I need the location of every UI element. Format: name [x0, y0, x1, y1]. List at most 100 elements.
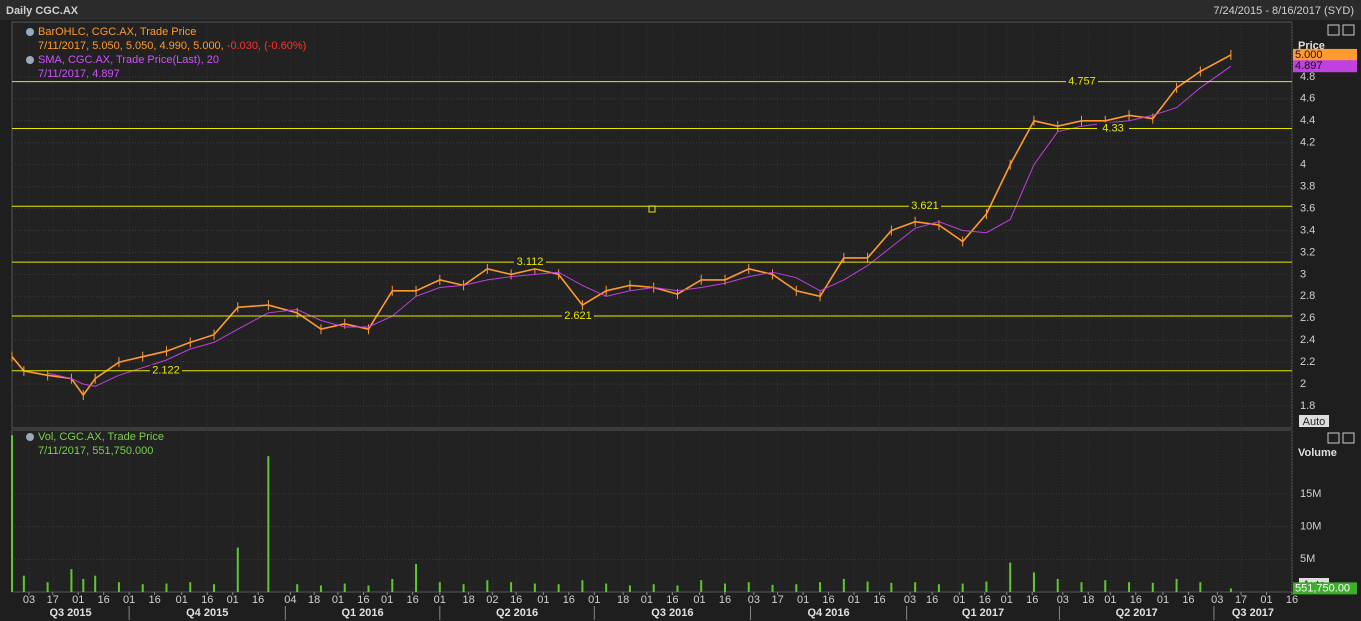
x-tick-label: 17: [1235, 594, 1247, 606]
volume-bar: [771, 584, 774, 592]
maximize-button[interactable]: [1327, 24, 1340, 36]
x-tick-label: 01: [332, 594, 344, 606]
quarter-label: Q3 2017: [1232, 607, 1274, 619]
drawing-handle[interactable]: [648, 205, 656, 213]
volume-axis-title: Volume: [1298, 447, 1337, 459]
quarter-label: Q4 2016: [807, 607, 849, 619]
y-tick-label: 2.4: [1300, 334, 1315, 346]
price-axis-title: Price: [1298, 40, 1325, 52]
x-tick-label: 01: [176, 594, 188, 606]
x-tick-label: 16: [666, 594, 678, 606]
x-tick-label: 03: [23, 594, 35, 606]
volume-bar: [22, 575, 25, 592]
x-tick-label: 16: [357, 594, 369, 606]
last-value-label: 551,750.00: [1295, 582, 1350, 594]
volume-bar: [985, 581, 988, 592]
volume-bar: [1032, 572, 1035, 592]
x-tick-label: 01: [1157, 594, 1169, 606]
y-tick-label: 10M: [1300, 521, 1321, 533]
x-tick-label: 16: [1286, 594, 1298, 606]
plot-layer: [11, 430, 1293, 592]
level-label-bg: [1097, 122, 1129, 135]
x-tick-label: 16: [563, 594, 575, 606]
x-tick-label: 01: [434, 594, 446, 606]
volume-bar: [890, 582, 893, 592]
y-tick-label: 4: [1300, 159, 1306, 171]
y-tick-label: 3: [1300, 268, 1306, 280]
volume-bar: [1009, 562, 1012, 592]
x-tick-label: 16: [148, 594, 160, 606]
volume-bar: [367, 585, 370, 592]
volume-bar: [236, 547, 239, 592]
x-tick-label: 16: [979, 594, 991, 606]
x-tick-label: 16: [926, 594, 938, 606]
price-panel: [11, 21, 1293, 429]
y-tick-label: 2.8: [1300, 290, 1315, 302]
y-tick-label: 4.2: [1300, 137, 1315, 149]
x-tick-label: 03: [904, 594, 916, 606]
volume-bar: [557, 584, 560, 592]
legend-icon[interactable]: [26, 433, 34, 441]
plot-layer: 4.757 4.33 3.621 3.112 2.621 2.122: [11, 22, 1293, 428]
volume-bar: [747, 582, 750, 592]
x-tick-label: 18: [308, 594, 320, 606]
y-tick-label: 15M: [1300, 488, 1321, 500]
volume-bar: [700, 580, 703, 592]
close-button[interactable]: [1342, 24, 1355, 36]
close-button[interactable]: [1342, 432, 1355, 444]
legend-readout: 7/11/2017, 551,750.000: [38, 445, 153, 457]
volume-bar: [213, 584, 216, 592]
x-tick-label: 18: [1082, 594, 1094, 606]
auto-button[interactable]: [1299, 415, 1329, 427]
volume-bar: [937, 584, 940, 592]
legend-icon[interactable]: [26, 28, 34, 36]
quarter-label: Q2 2017: [1116, 607, 1158, 619]
x-tick-label: 01: [588, 594, 600, 606]
x-tick-label: 16: [719, 594, 731, 606]
legend-icon[interactable]: [26, 56, 34, 64]
volume-bar: [866, 581, 869, 592]
volume-bar: [819, 582, 822, 592]
quarter-label: Q3 2016: [651, 607, 693, 619]
x-tick-label: 16: [1182, 594, 1194, 606]
x-tick-label: 01: [381, 594, 393, 606]
volume-bar: [319, 585, 322, 592]
x-tick-label: 16: [873, 594, 885, 606]
quarter-label: Q4 2015: [186, 607, 228, 619]
legend-entry: Vol, CGC.AX, Trade Price: [38, 431, 164, 443]
x-tick-label: 01: [1104, 594, 1116, 606]
x-tick-label: 18: [617, 594, 629, 606]
volume-bar: [1229, 588, 1232, 592]
volume-bar: [1080, 582, 1083, 592]
volume-bar: [1151, 582, 1154, 592]
y-tick-label: 4.4: [1300, 115, 1315, 127]
maximize-button[interactable]: [1327, 432, 1340, 444]
volume-bar: [1199, 582, 1202, 592]
volume-bar: [141, 584, 144, 592]
volume-panel: [11, 429, 1293, 593]
level-label-bg: [150, 364, 182, 377]
readout-change: -0.030, (-0.60%): [227, 40, 306, 52]
y-tick-label: 2.6: [1300, 312, 1315, 324]
x-tick-label: 03: [1211, 594, 1223, 606]
x-tick-label: 16: [201, 594, 213, 606]
volume-bar: [391, 578, 394, 592]
auto-label[interactable]: Auto: [1303, 416, 1326, 428]
y-tick-label: 4.6: [1300, 93, 1315, 105]
x-tick-label: 01: [227, 594, 239, 606]
x-tick-label: 04: [284, 594, 296, 606]
quarter-label: Q3 2015: [49, 607, 91, 619]
x-tick-label: 17: [771, 594, 783, 606]
last-value-box: [1293, 60, 1357, 73]
volume-bar: [628, 585, 631, 592]
x-tick-label: 01: [797, 594, 809, 606]
x-tick-label: 01: [641, 594, 653, 606]
panel-controls[interactable]: [1327, 24, 1355, 444]
x-tick-label: 17: [47, 594, 59, 606]
volume-bar: [1128, 582, 1131, 592]
level-label: 2.621: [564, 310, 592, 322]
level-label-bg: [514, 256, 546, 269]
volume-bar: [462, 584, 465, 592]
volume-bar: [70, 569, 73, 592]
